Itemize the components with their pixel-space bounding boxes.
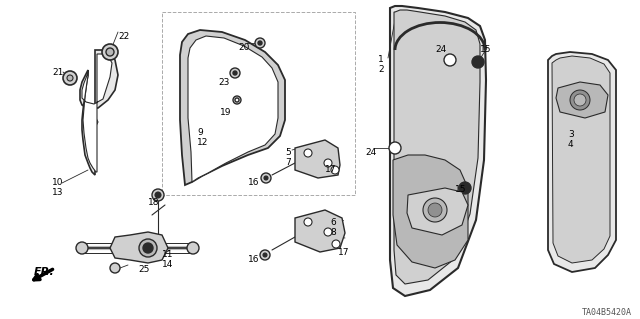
Circle shape xyxy=(255,38,265,48)
Circle shape xyxy=(444,54,456,66)
Circle shape xyxy=(260,250,270,260)
Text: 21: 21 xyxy=(52,68,63,77)
Polygon shape xyxy=(188,36,278,182)
Text: 8: 8 xyxy=(330,228,336,237)
Text: 12: 12 xyxy=(197,138,209,147)
Text: 18: 18 xyxy=(148,198,159,207)
Polygon shape xyxy=(80,50,118,175)
Circle shape xyxy=(570,90,590,110)
Text: 7: 7 xyxy=(285,158,291,167)
Polygon shape xyxy=(552,56,610,263)
Circle shape xyxy=(230,68,240,78)
Text: 23: 23 xyxy=(218,78,229,87)
Circle shape xyxy=(264,176,268,180)
Circle shape xyxy=(155,192,161,198)
Circle shape xyxy=(304,218,312,226)
Polygon shape xyxy=(390,6,486,296)
Text: 3: 3 xyxy=(568,130,573,139)
Polygon shape xyxy=(548,52,616,272)
Text: 15: 15 xyxy=(480,45,492,54)
Circle shape xyxy=(63,71,77,85)
Circle shape xyxy=(331,166,339,174)
Text: 6: 6 xyxy=(330,218,336,227)
Polygon shape xyxy=(180,30,285,185)
Circle shape xyxy=(152,189,164,201)
Circle shape xyxy=(233,96,241,104)
Polygon shape xyxy=(295,210,345,252)
Polygon shape xyxy=(110,232,168,263)
Circle shape xyxy=(263,253,267,257)
Circle shape xyxy=(472,56,484,68)
Text: 13: 13 xyxy=(52,188,63,197)
Polygon shape xyxy=(394,10,480,284)
Circle shape xyxy=(423,198,447,222)
Text: 22: 22 xyxy=(118,32,129,41)
Text: 16: 16 xyxy=(248,178,259,187)
Polygon shape xyxy=(393,155,468,268)
Text: 24: 24 xyxy=(435,45,446,54)
Text: 5: 5 xyxy=(285,148,291,157)
Text: 1: 1 xyxy=(378,55,384,64)
Polygon shape xyxy=(82,54,112,172)
Circle shape xyxy=(574,94,586,106)
Text: 15: 15 xyxy=(455,185,467,194)
Text: 2: 2 xyxy=(378,65,383,74)
Circle shape xyxy=(110,263,120,273)
Polygon shape xyxy=(407,188,468,235)
Text: 10: 10 xyxy=(52,178,63,187)
Circle shape xyxy=(187,242,199,254)
Circle shape xyxy=(102,44,118,60)
Circle shape xyxy=(261,173,271,183)
Circle shape xyxy=(233,71,237,75)
Text: 9: 9 xyxy=(197,128,203,137)
Text: 17: 17 xyxy=(325,165,337,174)
Polygon shape xyxy=(295,140,340,178)
Circle shape xyxy=(324,228,332,236)
Text: 20: 20 xyxy=(238,43,250,52)
Text: 14: 14 xyxy=(162,260,173,269)
Polygon shape xyxy=(556,82,608,118)
Text: 24: 24 xyxy=(365,148,376,157)
Circle shape xyxy=(139,239,157,257)
Text: FR.: FR. xyxy=(34,267,54,277)
Circle shape xyxy=(332,240,340,248)
Text: 19: 19 xyxy=(220,108,232,117)
Circle shape xyxy=(459,182,471,194)
Circle shape xyxy=(324,159,332,167)
Circle shape xyxy=(106,48,114,56)
Circle shape xyxy=(143,243,153,253)
Text: TA04B5420A: TA04B5420A xyxy=(582,308,632,317)
Text: 4: 4 xyxy=(568,140,573,149)
Circle shape xyxy=(76,242,88,254)
Circle shape xyxy=(304,149,312,157)
Text: 25: 25 xyxy=(138,265,149,274)
Text: 11: 11 xyxy=(162,250,173,259)
Circle shape xyxy=(258,41,262,45)
Circle shape xyxy=(389,142,401,154)
Text: 17: 17 xyxy=(338,248,349,257)
Circle shape xyxy=(67,75,73,81)
Circle shape xyxy=(235,98,239,102)
Circle shape xyxy=(428,203,442,217)
Text: 16: 16 xyxy=(248,255,259,264)
